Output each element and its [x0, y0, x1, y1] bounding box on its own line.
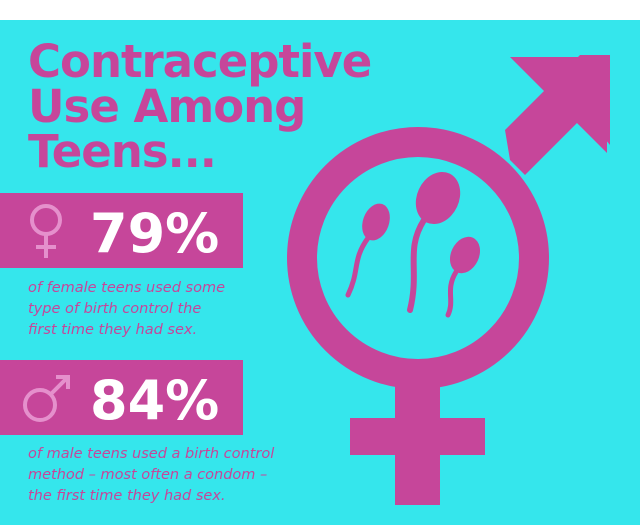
stat-description: of male teens used a birth control [28, 446, 274, 462]
stat-description: the first time they had sex. [28, 488, 226, 504]
big-symbol [287, 55, 610, 505]
title-line: Teens... [28, 125, 216, 178]
stat-value: 79% [90, 202, 219, 265]
title-line: Use Among [28, 80, 305, 133]
stat-description: first time they had sex. [28, 322, 197, 338]
stat-female: 79% of female teens used some type of bi… [0, 193, 243, 338]
stat-value: 84% [90, 369, 219, 432]
female-icon [30, 204, 62, 258]
stat-description: type of birth control the [28, 301, 201, 317]
stat-male: 84% of male teens used a birth control m… [0, 360, 274, 504]
male-icon [23, 375, 70, 422]
title-line: Contraceptive [28, 35, 371, 88]
sperm [345, 171, 481, 318]
stat-description: of female teens used some [28, 280, 225, 296]
stat-description: method – most often a condom – [28, 467, 267, 483]
title: Contraceptive Use Among Teens... [28, 35, 372, 178]
stat-box [0, 360, 243, 435]
